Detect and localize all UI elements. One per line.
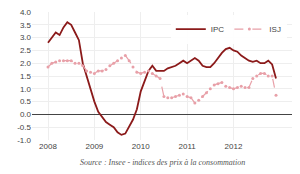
svg-text:-1.0: -1.0	[17, 136, 31, 145]
svg-text:2009: 2009	[85, 142, 103, 151]
svg-text:4.0: 4.0	[20, 8, 32, 17]
svg-text:2011: 2011	[179, 142, 197, 151]
svg-text:2008: 2008	[39, 142, 57, 151]
svg-text:0.5: 0.5	[20, 97, 32, 106]
svg-text:2.5: 2.5	[20, 46, 32, 55]
svg-text:2012: 2012	[225, 142, 243, 151]
svg-text:IPC: IPC	[211, 25, 225, 34]
svg-text:ISJ: ISJ	[269, 25, 281, 34]
svg-text:0.0: 0.0	[20, 110, 32, 119]
svg-text:2010: 2010	[132, 142, 150, 151]
svg-text:1.5: 1.5	[20, 72, 32, 81]
svg-text:1.0: 1.0	[20, 85, 32, 94]
svg-text:Source : Insee - indices des p: Source : Insee - indices des prix à la c…	[80, 158, 245, 167]
svg-text:3.0: 3.0	[20, 33, 32, 42]
svg-text:2.0: 2.0	[20, 59, 32, 68]
svg-text:3.5: 3.5	[20, 21, 32, 30]
svg-text:-0.5: -0.5	[17, 123, 31, 132]
